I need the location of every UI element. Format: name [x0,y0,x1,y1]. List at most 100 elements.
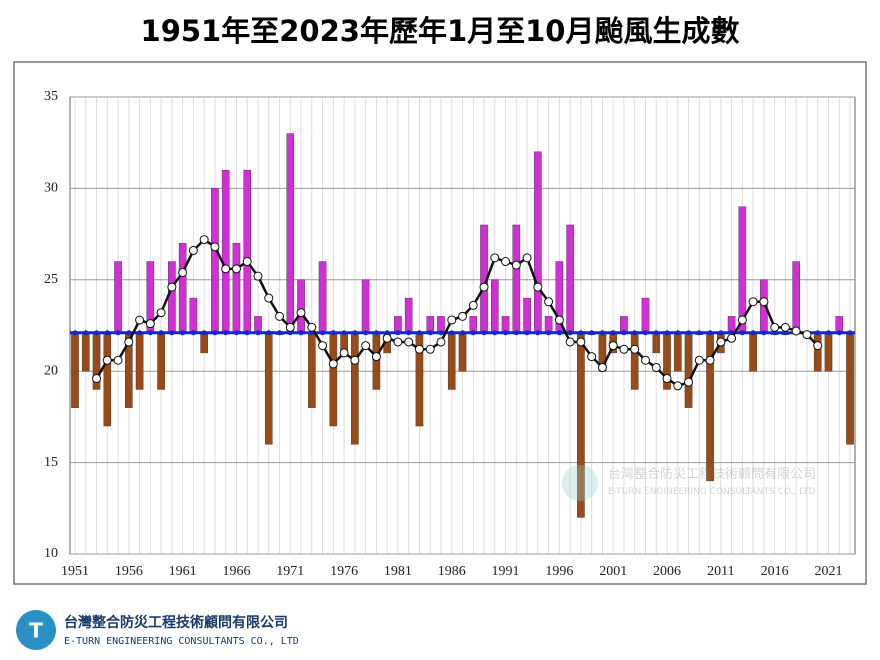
y-tick-label: 10 [44,546,58,561]
mean-marker [244,330,250,336]
moving-average-marker [501,257,511,267]
bar [178,243,187,334]
moving-average-marker [242,257,252,267]
bar [684,332,693,408]
mean-marker [223,330,229,336]
moving-average-marker [813,341,823,351]
mean-marker [115,330,121,336]
mean-marker [589,330,595,336]
y-tick-label: 35 [44,89,58,104]
mean-marker [513,330,519,336]
moving-average-marker [748,297,758,307]
mean-marker [147,330,153,336]
bar [749,332,757,372]
moving-average-marker [544,297,554,307]
moving-average-marker [630,344,640,354]
moving-average-marker [490,253,500,263]
mean-marker [653,330,659,336]
moving-average-marker [479,282,489,292]
moving-average-marker [318,341,328,351]
moving-average-marker [791,326,801,336]
x-tick-label: 1996 [545,564,573,579]
moving-average-marker [156,308,166,318]
mean-marker [556,330,562,336]
moving-average-marker [296,308,306,318]
mean-marker [169,330,175,336]
watermark-logo [562,465,598,501]
moving-average-marker [328,359,338,369]
moving-average-marker [436,337,446,347]
moving-average-marker [145,319,155,329]
mean-marker [449,330,455,336]
moving-average-marker [178,267,188,277]
moving-average-marker [651,363,661,373]
bar [534,151,542,334]
x-tick-label: 2001 [599,564,627,579]
mean-marker [610,330,616,336]
y-tick-label: 20 [44,363,58,378]
mean-marker [416,330,422,336]
mean-marker [190,330,196,336]
x-tick-label: 2016 [761,564,789,579]
bar [372,332,381,390]
mean-marker [492,330,498,336]
x-tick-label: 2006 [653,564,681,579]
moving-average-marker [167,282,177,292]
moving-average-marker [716,337,726,347]
moving-average-marker [275,311,285,321]
moving-average-marker [102,355,112,365]
mean-marker [373,330,379,336]
mean-marker [664,330,670,336]
watermark-text-en: E-TURN ENGINEERING CONSULTANTS CO., LTD [608,487,815,497]
bar [264,332,273,445]
x-tick-label: 1986 [438,564,466,579]
x-tick-label: 1991 [492,564,520,579]
bar [361,279,370,334]
moving-average-marker [210,242,220,252]
logo [16,610,56,650]
mean-marker [836,330,842,336]
bar [490,279,499,334]
moving-average-marker [339,348,349,358]
watermark-text: 台灣整合防災工程技術顧問有限公司 [608,466,816,482]
x-tick-label: 1956 [115,564,143,579]
mean-marker [524,330,530,336]
bar [351,332,359,445]
moving-average-marker [285,322,295,332]
mean-marker [94,330,100,336]
mean-marker [201,330,207,336]
moving-average-marker [382,333,392,343]
moving-average-marker [135,315,145,325]
bar [458,332,467,372]
mean-marker [137,330,143,336]
x-tick-label: 1966 [222,564,250,579]
mean-marker [126,330,132,336]
bar [103,332,112,427]
bar [297,279,305,334]
moving-average-marker [737,315,747,325]
bar [630,332,639,390]
moving-average-marker [662,374,672,384]
moving-average-marker [188,246,198,256]
y-tick-label: 30 [44,181,58,196]
moving-average-marker [468,300,478,310]
bar [243,169,252,334]
moving-average-marker [694,355,704,365]
moving-average-marker [253,271,263,281]
bar [824,332,833,372]
bar [566,224,574,334]
bar [211,188,219,334]
bar [168,261,176,334]
bar [652,332,661,354]
mean-marker [567,330,573,336]
moving-average-marker [533,282,543,292]
mean-marker [546,330,552,336]
moving-average-marker [554,315,564,325]
mean-marker [363,330,369,336]
bar [318,261,327,334]
x-tick-label: 1961 [169,564,197,579]
bar [813,332,822,372]
bar [114,261,122,334]
mean-marker [83,330,89,336]
bar [71,332,79,408]
